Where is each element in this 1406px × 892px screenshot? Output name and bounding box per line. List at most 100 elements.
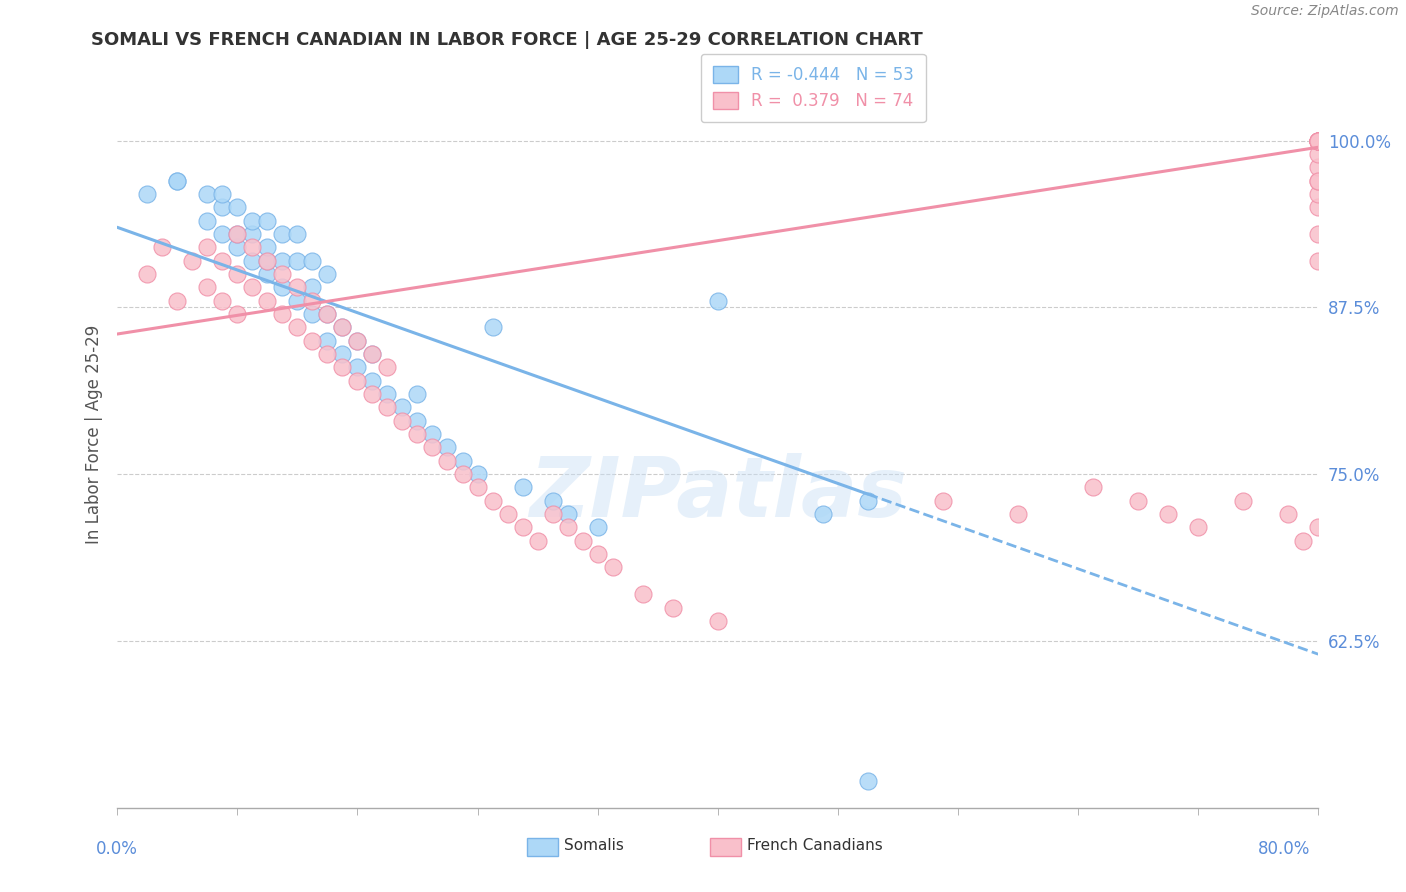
Point — [285, 227, 308, 241]
Point — [316, 307, 339, 321]
Point — [436, 454, 458, 468]
Point — [856, 773, 879, 788]
Point — [226, 227, 249, 241]
Point — [436, 441, 458, 455]
Point — [1308, 134, 1330, 148]
Point — [195, 213, 218, 227]
Point — [541, 507, 564, 521]
Point — [332, 347, 354, 361]
Text: Source: ZipAtlas.com: Source: ZipAtlas.com — [1251, 4, 1399, 19]
Point — [422, 441, 444, 455]
Point — [226, 267, 249, 281]
Point — [586, 547, 609, 561]
Point — [706, 293, 728, 308]
Point — [571, 533, 593, 548]
Point — [1308, 134, 1330, 148]
Point — [136, 267, 159, 281]
Point — [526, 533, 548, 548]
Point — [1232, 493, 1254, 508]
Text: 80.0%: 80.0% — [1258, 840, 1310, 858]
Point — [1308, 253, 1330, 268]
Point — [211, 186, 233, 201]
Point — [557, 507, 579, 521]
Point — [316, 347, 339, 361]
Point — [1308, 200, 1330, 214]
Point — [150, 240, 173, 254]
Point — [811, 507, 834, 521]
Point — [211, 227, 233, 241]
Point — [211, 200, 233, 214]
Point — [391, 414, 413, 428]
Point — [256, 213, 278, 227]
Point — [422, 427, 444, 442]
Point — [631, 587, 654, 601]
Point — [271, 253, 294, 268]
Point — [361, 347, 384, 361]
Point — [661, 600, 683, 615]
Point — [285, 320, 308, 334]
Text: Somalis: Somalis — [564, 838, 624, 853]
Point — [451, 467, 474, 482]
Point — [346, 374, 368, 388]
Point — [316, 307, 339, 321]
Point — [301, 280, 323, 294]
Point — [256, 267, 278, 281]
Point — [602, 560, 624, 574]
Point — [316, 334, 339, 348]
Point — [406, 387, 429, 401]
Point — [256, 253, 278, 268]
Text: 0.0%: 0.0% — [96, 840, 138, 858]
Point — [377, 401, 399, 415]
Point — [181, 253, 204, 268]
Point — [256, 293, 278, 308]
Point — [1308, 134, 1330, 148]
Point — [481, 493, 503, 508]
Point — [136, 186, 159, 201]
Point — [301, 307, 323, 321]
Point — [256, 253, 278, 268]
Point — [541, 493, 564, 508]
Point — [1126, 493, 1149, 508]
Text: French Canadians: French Canadians — [747, 838, 883, 853]
Point — [346, 334, 368, 348]
Point — [1308, 147, 1330, 161]
Point — [226, 307, 249, 321]
Point — [481, 320, 503, 334]
Point — [166, 293, 188, 308]
Point — [285, 280, 308, 294]
Point — [346, 334, 368, 348]
Point — [332, 320, 354, 334]
Point — [195, 240, 218, 254]
Point — [271, 227, 294, 241]
Point — [406, 427, 429, 442]
Point — [1187, 520, 1209, 534]
Point — [706, 614, 728, 628]
Point — [301, 253, 323, 268]
Point — [1308, 134, 1330, 148]
Point — [271, 280, 294, 294]
Point — [1308, 227, 1330, 241]
Point — [361, 347, 384, 361]
Point — [316, 267, 339, 281]
Point — [512, 520, 534, 534]
Point — [1308, 134, 1330, 148]
Point — [332, 320, 354, 334]
Point — [240, 253, 263, 268]
Point — [285, 293, 308, 308]
Y-axis label: In Labor Force | Age 25-29: In Labor Force | Age 25-29 — [86, 325, 103, 544]
Point — [226, 200, 249, 214]
Point — [1277, 507, 1299, 521]
Point — [557, 520, 579, 534]
Text: ZIPatlas: ZIPatlas — [529, 453, 907, 534]
Point — [1157, 507, 1180, 521]
Point — [1308, 186, 1330, 201]
Point — [226, 240, 249, 254]
Point — [391, 401, 413, 415]
Point — [406, 414, 429, 428]
Point — [377, 387, 399, 401]
Point — [856, 493, 879, 508]
Point — [240, 213, 263, 227]
Point — [346, 360, 368, 375]
Point — [467, 467, 489, 482]
Point — [512, 480, 534, 494]
